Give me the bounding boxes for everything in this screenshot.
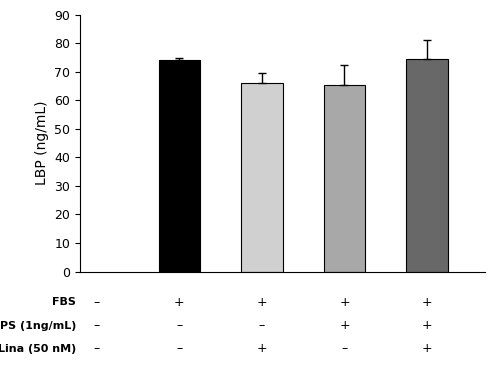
Text: –: – <box>258 319 265 332</box>
Text: +: + <box>422 319 432 332</box>
Bar <box>241 83 282 272</box>
Text: +: + <box>339 296 350 309</box>
Text: FBS: FBS <box>52 297 76 308</box>
Text: +: + <box>256 342 267 355</box>
Text: +: + <box>174 296 184 309</box>
Text: –: – <box>176 319 182 332</box>
Bar <box>406 59 448 272</box>
Text: +: + <box>256 296 267 309</box>
Text: –: – <box>94 319 100 332</box>
Text: –: – <box>342 342 347 355</box>
Text: –: – <box>176 342 182 355</box>
Text: Lina (50 nM): Lina (50 nM) <box>0 344 76 354</box>
Text: +: + <box>422 342 432 355</box>
Text: –: – <box>94 342 100 355</box>
Bar <box>324 85 365 272</box>
Bar <box>158 60 200 272</box>
Text: +: + <box>339 319 350 332</box>
Text: –: – <box>94 296 100 309</box>
Text: +: + <box>422 296 432 309</box>
Y-axis label: LBP (ng/mL): LBP (ng/mL) <box>34 101 48 185</box>
Text: LPS (1ng/mL): LPS (1ng/mL) <box>0 320 76 331</box>
